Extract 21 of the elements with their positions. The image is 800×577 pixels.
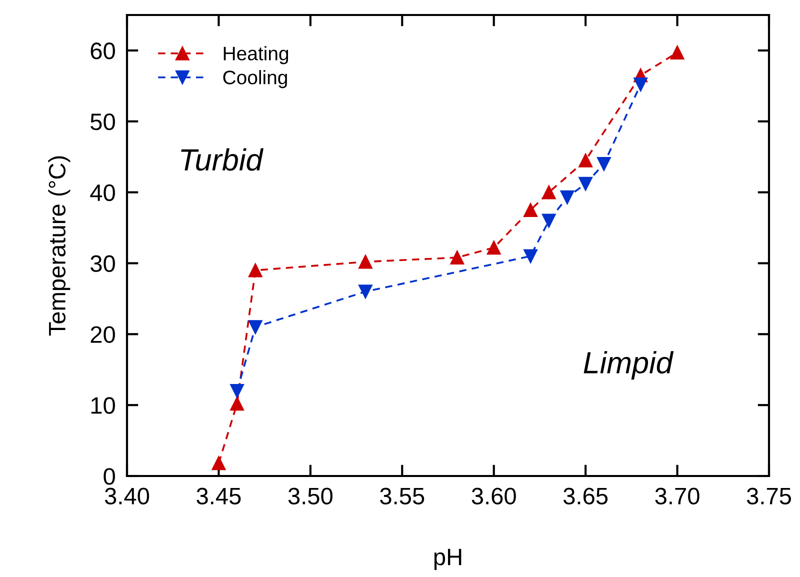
x-tick-label: 3.50 <box>288 488 332 504</box>
annotation: Turbid <box>181 148 264 171</box>
legend-label: Heating <box>224 46 288 64</box>
y-tick-label: 20 <box>90 326 115 343</box>
y-tick-label: 10 <box>91 397 115 414</box>
x-tick-label: 3.70 <box>655 488 700 504</box>
x-tick-label: 3.75 <box>746 488 791 504</box>
legend-label: Cooling <box>223 70 287 88</box>
y-tick-label: 50 <box>90 113 115 130</box>
annotation: Limpid <box>584 351 674 380</box>
y-tick-label: 60 <box>90 42 115 60</box>
x-axis-title: pH <box>434 548 462 570</box>
y-axis-title: Temperature (°C) <box>48 156 70 336</box>
x-tick-label: 3.55 <box>380 488 424 504</box>
x-tick-label: 3.60 <box>472 488 516 504</box>
y-tick-label: 30 <box>90 255 115 272</box>
x-tick-label: 3.40 <box>104 488 150 504</box>
y-tick-label: 40 <box>90 184 115 202</box>
x-tick-label: 3.45 <box>196 488 241 504</box>
y-tick-label: 0 <box>104 468 115 485</box>
x-tick-label: 3.65 <box>563 488 608 504</box>
